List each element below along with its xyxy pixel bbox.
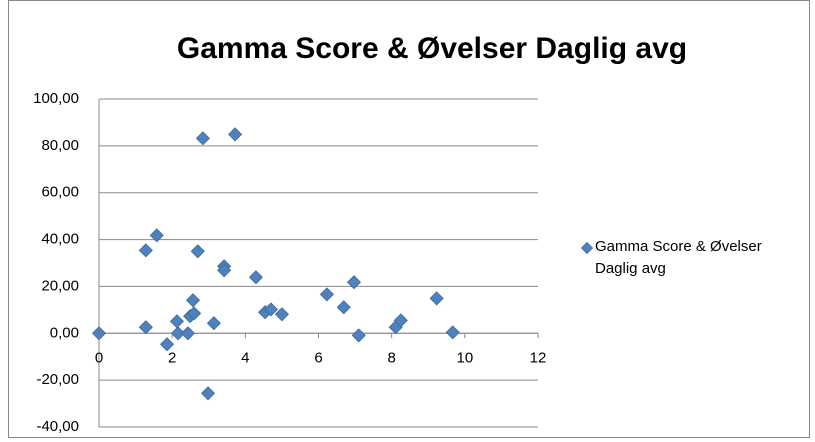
point bbox=[263, 302, 279, 317]
x-tick-label: 12 bbox=[530, 349, 547, 366]
point bbox=[351, 328, 366, 343]
point bbox=[149, 228, 164, 243]
legend-label: Gamma Score & Øvelser Daglig avg bbox=[595, 238, 762, 277]
point bbox=[190, 244, 205, 259]
point bbox=[217, 263, 232, 278]
point bbox=[274, 307, 289, 322]
y-tick-label: 100,00 bbox=[33, 90, 79, 107]
x-tick-label: 6 bbox=[314, 349, 322, 366]
chart-border bbox=[8, 0, 810, 438]
y-tick-label: 0,00 bbox=[50, 324, 79, 341]
y-tick-label: 40,00 bbox=[41, 231, 79, 248]
point bbox=[445, 325, 460, 340]
point bbox=[187, 306, 202, 321]
point bbox=[138, 320, 153, 335]
point bbox=[200, 386, 216, 401]
point bbox=[91, 326, 107, 341]
point bbox=[170, 326, 186, 341]
point bbox=[159, 337, 175, 352]
point bbox=[346, 275, 362, 290]
legend-box: Gamma Score & Øvelser Daglig avg bbox=[595, 238, 762, 277]
point bbox=[248, 270, 264, 285]
y-tick-label: -20,00 bbox=[36, 371, 79, 388]
legend-marker bbox=[580, 241, 594, 255]
y-tick-label: -40,00 bbox=[36, 418, 79, 435]
point bbox=[180, 326, 195, 341]
x-tick-label: 4 bbox=[241, 349, 249, 366]
y-tick-label: 80,00 bbox=[41, 137, 79, 154]
point bbox=[138, 243, 153, 258]
y-tick-label: 60,00 bbox=[41, 184, 79, 201]
point bbox=[185, 293, 201, 308]
x-tick-label: 2 bbox=[168, 349, 176, 366]
y-tick-label: 20,00 bbox=[41, 277, 79, 294]
x-tick-label: 0 bbox=[95, 349, 103, 366]
x-tick-label: 8 bbox=[387, 349, 395, 366]
x-tick-label: 10 bbox=[456, 349, 473, 366]
point bbox=[319, 287, 334, 302]
chart-title: Gamma Score & Øvelser Daglig avg bbox=[177, 32, 687, 65]
point bbox=[206, 316, 221, 331]
point bbox=[393, 313, 408, 328]
point bbox=[336, 300, 351, 315]
point bbox=[228, 127, 243, 142]
point bbox=[429, 291, 444, 306]
point bbox=[195, 131, 210, 146]
